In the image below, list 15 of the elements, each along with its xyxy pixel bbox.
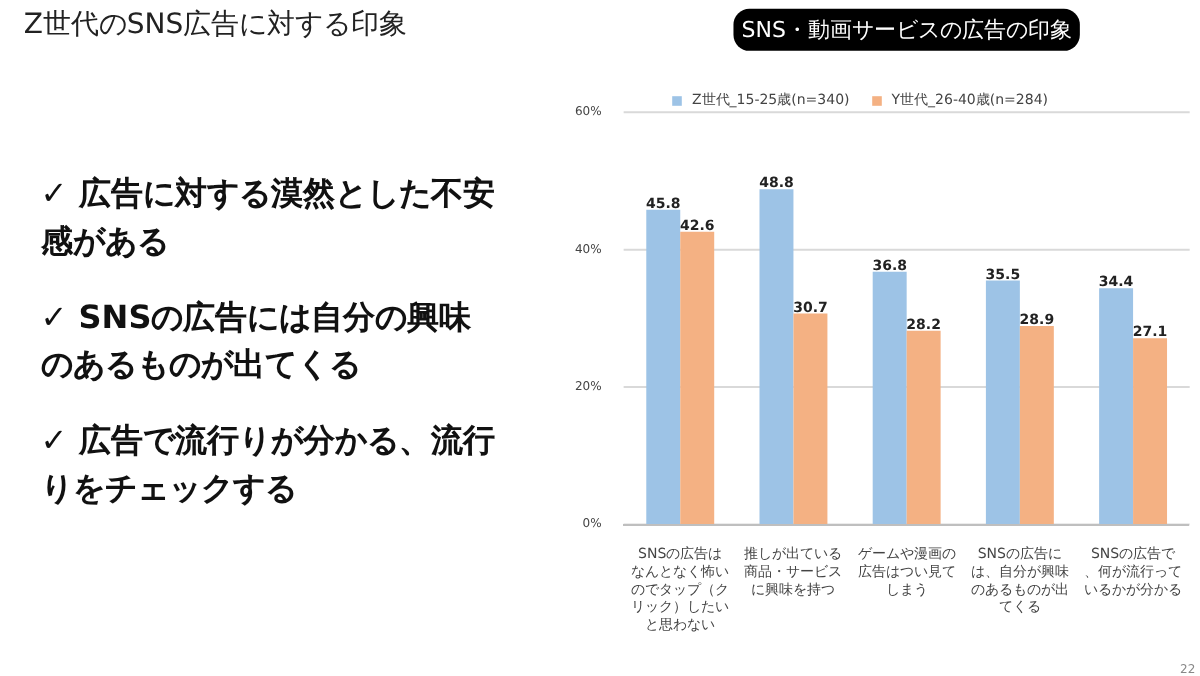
bar (985, 280, 1020, 525)
bar (1133, 338, 1168, 525)
bar (759, 189, 794, 525)
bar (1019, 325, 1054, 525)
bar (1099, 288, 1134, 525)
text: Z世代のSNS広告に対する印象 (23, 9, 408, 42)
text: ✓ 広告で流行りが分かる、流行りをチェックする (40, 421, 495, 507)
text: ✓ 広告に対する漠然とした不安感がある (38, 174, 495, 260)
bar (872, 271, 907, 525)
bar (680, 231, 715, 525)
bar (646, 209, 681, 525)
text: ✓ SNSの広告には自分の興味のあるものが出てくる (40, 297, 474, 384)
bar (793, 313, 828, 525)
bar (906, 330, 941, 525)
chart-subtitle: SNS・動画サービスの広告の印象 (741, 16, 1072, 43)
